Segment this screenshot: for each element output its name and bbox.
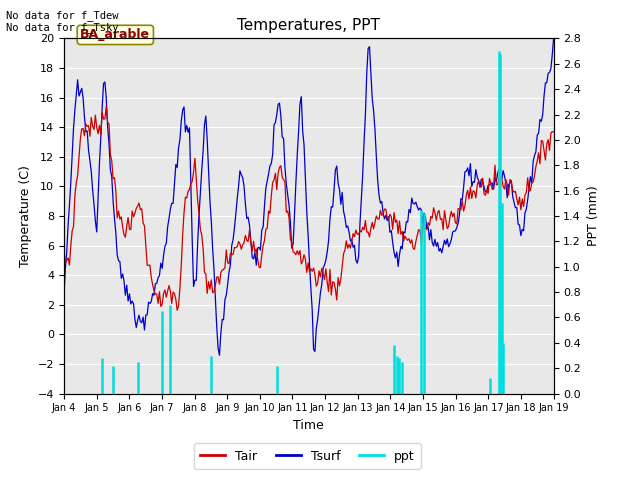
Title: Temperatures, PPT: Temperatures, PPT (237, 18, 380, 33)
X-axis label: Time: Time (293, 419, 324, 432)
Text: BA_arable: BA_arable (81, 28, 150, 41)
Y-axis label: PPT (mm): PPT (mm) (587, 186, 600, 246)
Y-axis label: Temperature (C): Temperature (C) (19, 165, 32, 267)
Legend: Tair, Tsurf, ppt: Tair, Tsurf, ppt (193, 444, 421, 469)
Text: No data for f_Tdew
No data for f_Tsky: No data for f_Tdew No data for f_Tsky (6, 10, 119, 33)
